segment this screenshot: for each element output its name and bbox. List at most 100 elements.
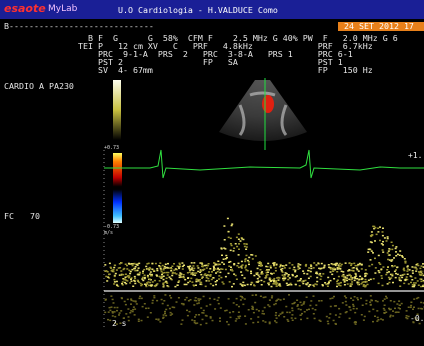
doppler-speckle <box>262 320 264 322</box>
doppler-speckle <box>385 274 387 276</box>
doppler-speckle <box>333 296 335 298</box>
doppler-speckle <box>240 271 242 273</box>
doppler-speckle <box>124 282 126 284</box>
doppler-speckle <box>420 302 422 304</box>
doppler-speckle <box>324 282 326 284</box>
doppler-speckle <box>181 262 183 264</box>
doppler-speckle <box>355 323 357 325</box>
doppler-speckle <box>274 282 276 284</box>
doppler-speckle <box>332 270 334 272</box>
doppler-speckle <box>233 302 235 304</box>
doppler-speckle <box>368 265 370 267</box>
doppler-speckle <box>217 300 219 302</box>
doppler-speckle <box>134 270 136 272</box>
doppler-speckle <box>410 302 412 304</box>
doppler-speckle <box>139 298 141 300</box>
doppler-speckle <box>358 270 360 272</box>
doppler-speckle <box>191 267 193 269</box>
doppler-speckle <box>293 303 295 305</box>
doppler-speckle <box>382 300 384 302</box>
doppler-speckle <box>229 312 231 314</box>
doppler-speckle <box>159 321 161 323</box>
doppler-speckle <box>145 284 147 286</box>
doppler-speckle <box>212 277 214 279</box>
doppler-speckle <box>341 271 343 273</box>
doppler-speckle <box>233 273 235 275</box>
doppler-speckle <box>340 265 342 267</box>
doppler-speckle <box>403 274 405 276</box>
doppler-speckle <box>219 317 221 319</box>
doppler-speckle <box>398 300 400 302</box>
doppler-speckle <box>330 306 332 308</box>
doppler-speckle <box>182 266 184 268</box>
doppler-speckle <box>260 296 262 298</box>
doppler-speckle <box>361 268 363 270</box>
doppler-speckle <box>116 285 118 287</box>
doppler-speckle <box>194 316 196 318</box>
doppler-speckle <box>285 264 287 266</box>
ecg-trace <box>104 150 424 178</box>
doppler-speckle <box>370 259 372 261</box>
doppler-speckle <box>371 250 373 252</box>
doppler-speckle <box>210 274 212 276</box>
doppler-speckle <box>380 268 382 270</box>
doppler-speckle <box>259 276 261 278</box>
doppler-speckle <box>162 303 164 305</box>
doppler-speckle <box>238 249 240 251</box>
doppler-speckle <box>189 311 191 313</box>
doppler-speckle <box>362 305 364 307</box>
doppler-speckle <box>408 307 410 309</box>
doppler-speckle <box>252 258 254 260</box>
doppler-speckle <box>147 276 149 278</box>
doppler-speckle <box>159 280 161 282</box>
doppler-speckle <box>382 228 384 230</box>
doppler-speckle <box>292 320 294 322</box>
doppler-speckle <box>134 283 136 285</box>
doppler-speckle <box>330 280 332 282</box>
doppler-speckle <box>266 270 268 272</box>
doppler-speckle <box>206 275 208 277</box>
doppler-speckle <box>375 300 377 302</box>
doppler-speckle <box>212 320 214 322</box>
doppler-speckle <box>389 316 391 318</box>
doppler-speckle <box>215 272 217 274</box>
doppler-speckle <box>218 278 220 280</box>
doppler-speckle <box>378 255 380 257</box>
doppler-speckle <box>316 281 318 283</box>
doppler-speckle <box>150 271 152 273</box>
doppler-speckle <box>226 257 228 259</box>
doppler-speckle <box>121 283 123 285</box>
doppler-speckle <box>305 280 307 282</box>
doppler-speckle <box>370 304 372 306</box>
doppler-speckle <box>352 300 354 302</box>
doppler-speckle <box>338 266 340 268</box>
doppler-speckle <box>204 265 206 267</box>
doppler-speckle <box>371 234 373 236</box>
doppler-speckle <box>366 300 368 302</box>
doppler-speckle <box>299 264 301 266</box>
doppler-speckle <box>331 274 333 276</box>
doppler-speckle <box>226 321 228 323</box>
doppler-speckle <box>308 286 310 288</box>
doppler-speckle <box>369 248 371 250</box>
doppler-speckle <box>380 318 382 320</box>
doppler-speckle <box>148 285 150 287</box>
doppler-speckle <box>254 302 256 304</box>
doppler-speckle <box>170 270 172 272</box>
doppler-speckle <box>269 306 271 308</box>
doppler-speckle <box>238 306 240 308</box>
doppler-speckle <box>195 281 197 283</box>
doppler-speckle <box>381 278 383 280</box>
doppler-speckle <box>287 319 289 321</box>
doppler-speckle <box>394 265 396 267</box>
doppler-speckle <box>411 266 413 268</box>
doppler-speckle <box>221 262 223 264</box>
doppler-speckle <box>231 225 233 227</box>
doppler-speckle <box>285 306 287 308</box>
doppler-speckle <box>179 263 181 265</box>
doppler-speckle <box>354 278 356 280</box>
doppler-speckle <box>114 316 116 318</box>
doppler-speckle <box>393 257 395 259</box>
doppler-speckle <box>355 275 357 277</box>
doppler-speckle <box>313 262 315 264</box>
